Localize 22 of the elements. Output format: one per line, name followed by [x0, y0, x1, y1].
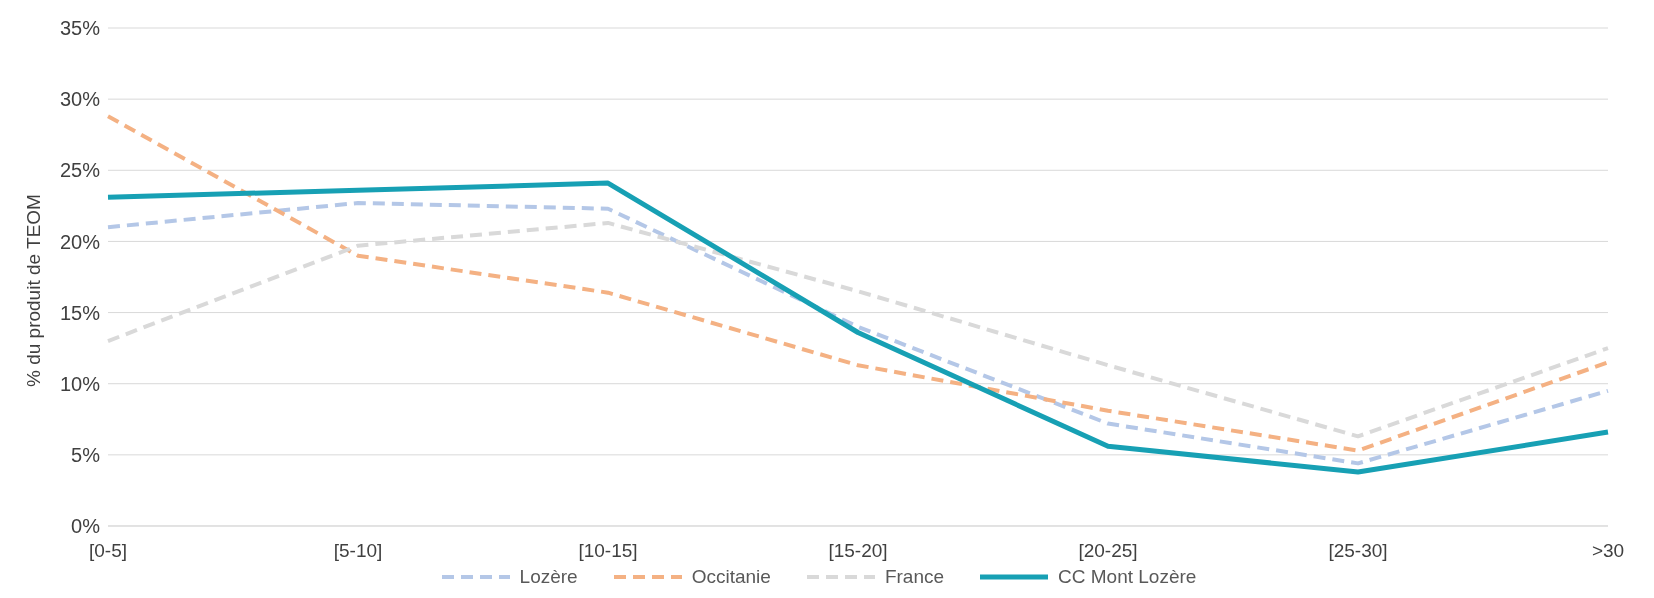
y-tick-label: 35% — [59, 17, 101, 40]
line-series — [106, 114, 1610, 453]
y-tick-label: 0% — [71, 515, 101, 538]
y-tick-label: 15% — [59, 301, 101, 324]
x-tick-label: [25-30] — [1328, 540, 1388, 562]
x-tick-label: [0-5] — [88, 540, 128, 562]
y-tick-label: 30% — [59, 88, 101, 111]
line-series — [106, 220, 1610, 439]
y-axis-title: % du produit de TEOM — [22, 194, 44, 387]
y-tick-label: 5% — [71, 443, 101, 466]
x-tick-label: >30 — [1591, 540, 1625, 562]
legend-label: Occitanie — [690, 566, 771, 588]
y-tick-label: 10% — [59, 372, 101, 395]
legend-label: France — [883, 566, 945, 588]
y-tick-label: 20% — [59, 230, 101, 253]
x-tick-label: [20-25] — [1078, 540, 1138, 562]
x-tick-label: [5-10] — [333, 540, 383, 562]
legend-label: CC Mont Lozère — [1057, 566, 1197, 588]
x-tick-label: [15-20] — [828, 540, 888, 562]
x-tick-label: [10-15] — [578, 540, 638, 562]
legend-label: Lozère — [518, 566, 578, 588]
y-tick-label: 25% — [59, 159, 101, 182]
